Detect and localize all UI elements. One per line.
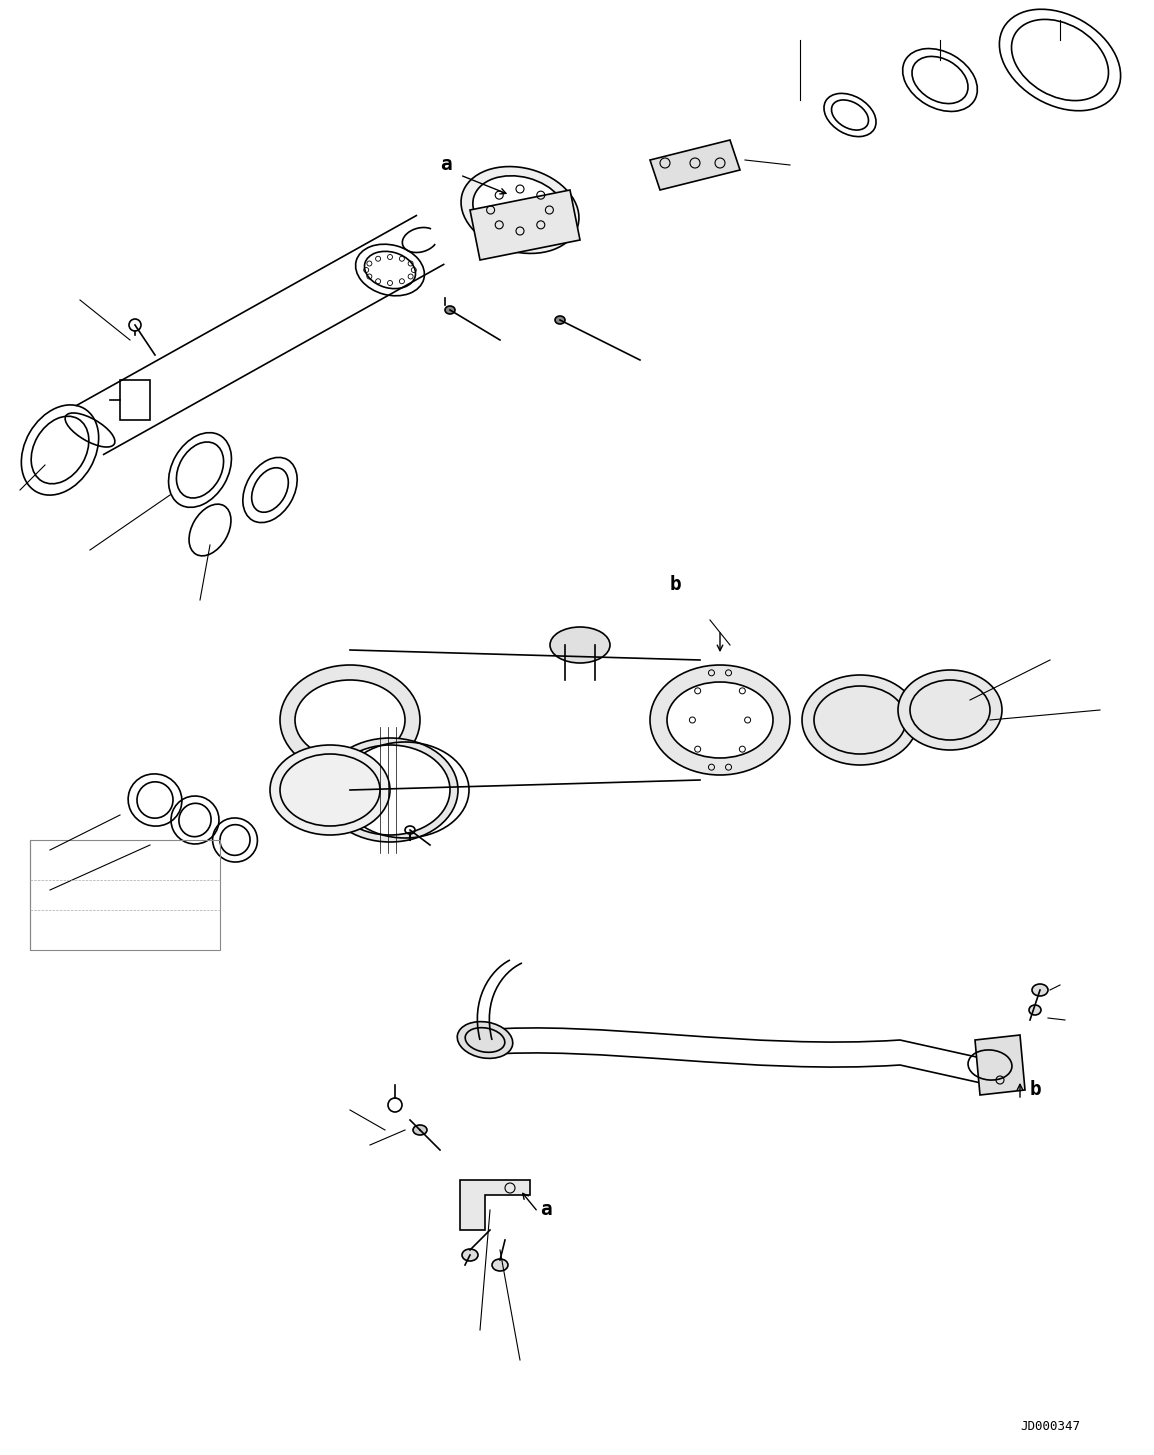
Text: a: a [440, 156, 451, 175]
Ellipse shape [462, 1248, 478, 1261]
Ellipse shape [322, 738, 458, 842]
Ellipse shape [667, 682, 773, 758]
Ellipse shape [445, 306, 455, 314]
Ellipse shape [462, 166, 579, 253]
Ellipse shape [1032, 984, 1048, 997]
Ellipse shape [270, 745, 390, 835]
Polygon shape [470, 191, 580, 260]
Ellipse shape [295, 679, 405, 760]
Ellipse shape [457, 1021, 512, 1058]
Text: JD000347: JD000347 [1020, 1420, 1080, 1433]
Ellipse shape [555, 316, 565, 324]
Ellipse shape [413, 1125, 427, 1135]
Polygon shape [650, 140, 740, 191]
Ellipse shape [898, 669, 1002, 749]
Ellipse shape [650, 665, 790, 776]
Text: a: a [540, 1200, 552, 1219]
Ellipse shape [1029, 1005, 1041, 1016]
Ellipse shape [550, 627, 610, 663]
Ellipse shape [280, 665, 420, 776]
Ellipse shape [492, 1259, 508, 1272]
Text: b: b [670, 575, 682, 594]
Polygon shape [460, 1180, 530, 1229]
Text: b: b [1031, 1080, 1042, 1099]
Ellipse shape [473, 176, 567, 244]
Ellipse shape [802, 675, 917, 765]
Polygon shape [975, 1035, 1025, 1096]
Ellipse shape [330, 745, 450, 835]
